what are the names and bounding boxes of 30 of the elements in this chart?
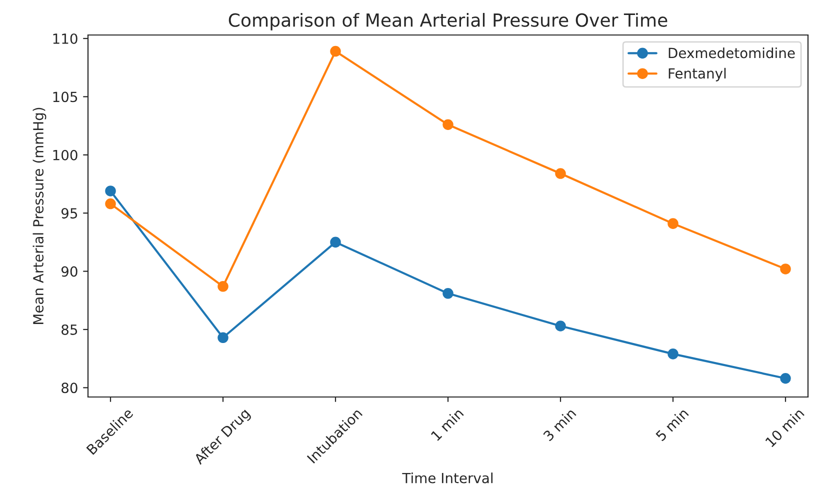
y-tick-label: 80 (62, 382, 78, 394)
point (330, 46, 341, 57)
y-tick-label: 110 (53, 33, 78, 44)
x-tick-label: 1 min (430, 408, 464, 441)
point (668, 348, 678, 360)
point (218, 281, 228, 292)
point (668, 218, 678, 229)
x-tick-label: 10 min (764, 408, 805, 448)
legend-label: Dexmedetomidine (668, 48, 795, 58)
point (780, 264, 791, 274)
chart-title: Comparison of Mean Arterial Pressure Over Time (228, 12, 668, 30)
point (555, 168, 566, 179)
y-tick-label: 105 (53, 92, 78, 102)
y-tick-label: 95 (61, 208, 78, 219)
legend-label: Fentanyl (668, 68, 726, 82)
point (442, 119, 454, 130)
y-tick-label: 100 (53, 150, 78, 160)
point (555, 320, 566, 332)
point (442, 288, 454, 299)
point (780, 372, 791, 384)
x-tick-label: 5 min (655, 408, 689, 442)
y-tick-label: 90 (61, 266, 78, 277)
y-axis-title: Mean Arterial Pressure (mmHg) (32, 108, 46, 324)
point (105, 198, 116, 210)
point (330, 236, 341, 248)
x-axis-title: Time Interval (402, 472, 492, 484)
point (218, 332, 228, 344)
point (105, 186, 116, 196)
x-tick-label: 3 min (542, 408, 576, 442)
y-tick-label: 85 (62, 324, 78, 335)
